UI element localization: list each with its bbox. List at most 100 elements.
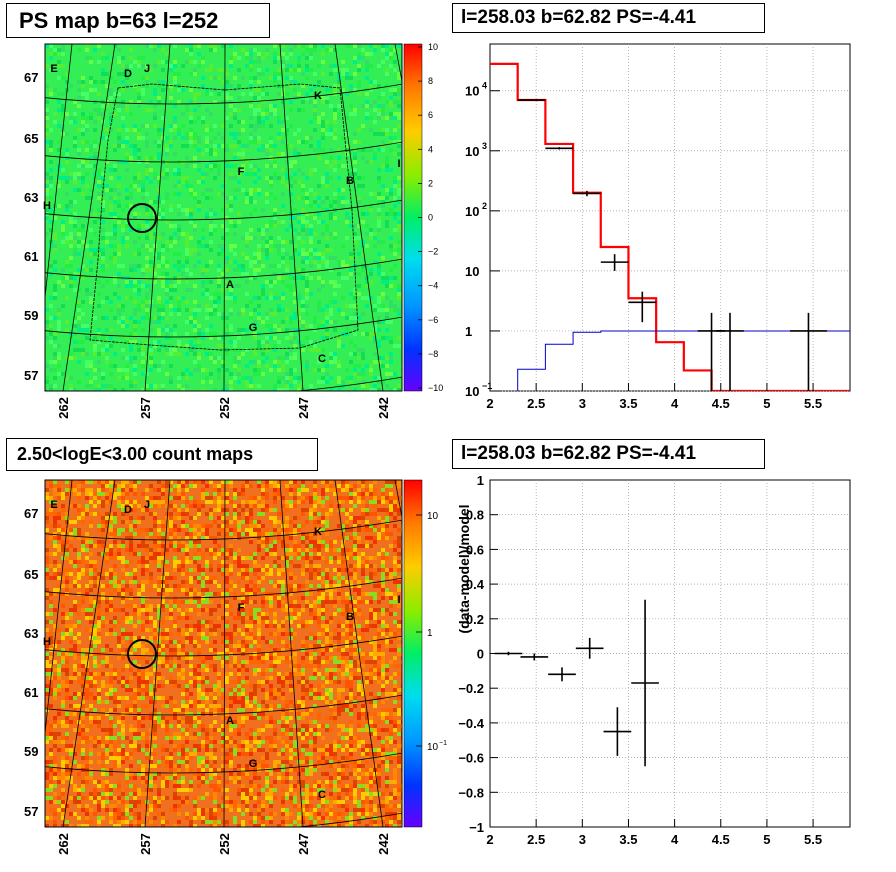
cm-pixel — [357, 580, 361, 584]
cm-pixel — [389, 576, 393, 580]
ps-pixel — [245, 192, 249, 196]
ps-pixel — [329, 164, 333, 168]
cm-pixel — [225, 632, 229, 636]
ps-pixel — [289, 316, 293, 320]
ps-pixel — [209, 44, 213, 48]
ps-pixel — [97, 92, 101, 96]
ps-pixel — [61, 112, 65, 116]
ps-pixel — [353, 312, 357, 316]
cm-pixel — [321, 544, 325, 548]
cm-pixel — [389, 508, 393, 512]
ps-pixel — [73, 288, 77, 292]
ps-pixel — [293, 172, 297, 176]
ps-pixel — [357, 56, 361, 60]
cm-pixel — [309, 612, 313, 616]
ps-pixel — [305, 368, 309, 372]
ps-pixel — [121, 104, 125, 108]
ps-pixel — [145, 256, 149, 260]
ps-pixel — [161, 316, 165, 320]
ps-pixel — [65, 152, 69, 156]
ps-pixel — [253, 336, 257, 340]
ps-pixel — [181, 296, 185, 300]
ps-pixel — [45, 364, 49, 368]
ps-pixel — [201, 272, 205, 276]
ps-pixel — [97, 384, 101, 388]
ps-pixel — [213, 308, 217, 312]
ps-pixel — [373, 376, 377, 380]
ps-pixel — [369, 44, 373, 48]
cm-pixel — [193, 568, 197, 572]
ps-pixel — [285, 264, 289, 268]
ps-pixel — [349, 340, 353, 344]
ps-pixel — [369, 160, 373, 164]
ps-pixel — [213, 332, 217, 336]
ps-pixel — [45, 128, 49, 132]
cm-pixel — [57, 512, 61, 516]
ps-pixel — [381, 104, 385, 108]
cm-pixel — [261, 556, 265, 560]
ps-colorbar-tick-label: 0 — [428, 213, 433, 223]
cm-pixel — [349, 632, 353, 636]
ps-pixel — [357, 364, 361, 368]
cm-pixel — [105, 520, 109, 524]
ps-pixel — [45, 84, 49, 88]
cm-pixel — [77, 560, 81, 564]
cm-pixel — [245, 520, 249, 524]
ps-pixel — [313, 104, 317, 108]
ps-pixel — [161, 256, 165, 260]
cm-pixel — [373, 528, 377, 532]
ps-pixel — [309, 120, 313, 124]
cm-pixel — [373, 572, 377, 576]
cm-pixel — [117, 592, 121, 596]
ps-pixel — [229, 132, 233, 136]
cm-pixel — [109, 632, 113, 636]
ps-pixel — [193, 320, 197, 324]
cm-pixel — [77, 568, 81, 572]
ps-pixel — [177, 280, 181, 284]
cm-pixel — [137, 528, 141, 532]
cm-pixel — [301, 480, 305, 484]
ps-pixel — [125, 320, 129, 324]
cm-pixel — [81, 600, 85, 604]
ps-pixel — [45, 124, 49, 128]
ps-ytick-label: 61 — [24, 249, 38, 264]
ps-pixel — [93, 88, 97, 92]
ps-pixel — [361, 220, 365, 224]
ps-pixel — [161, 68, 165, 72]
cm-pixel — [241, 500, 245, 504]
ps-pixel — [313, 48, 317, 52]
cm-pixel — [97, 480, 101, 484]
cm-pixel — [389, 496, 393, 500]
ps-pixel — [313, 148, 317, 152]
ps-pixel — [357, 372, 361, 376]
ps-pixel — [361, 368, 365, 372]
cm-pixel — [297, 488, 301, 492]
cm-pixel — [89, 544, 93, 548]
cm-pixel — [169, 516, 173, 520]
ps-pixel — [309, 168, 313, 172]
cm-pixel — [165, 496, 169, 500]
cm-pixel — [281, 580, 285, 584]
cm-pixel — [185, 512, 189, 516]
cm-pixel — [377, 600, 381, 604]
ps-pixel — [345, 264, 349, 268]
cm-pixel — [293, 600, 297, 604]
ps-pixel — [177, 100, 181, 104]
cm-pixel — [177, 480, 181, 484]
cm-pixel — [121, 568, 125, 572]
cm-pixel — [105, 492, 109, 496]
cm-pixel — [345, 512, 349, 516]
ps-pixel — [105, 184, 109, 188]
ps-pixel — [109, 168, 113, 172]
cm-pixel — [205, 640, 209, 644]
cm-pixel — [193, 576, 197, 580]
ps-pixel — [165, 288, 169, 292]
cm-pixel — [305, 564, 309, 568]
cm-pixel — [389, 504, 393, 508]
ps-pixel — [177, 304, 181, 308]
cm-pixel — [261, 604, 265, 608]
cm-pixel — [65, 572, 69, 576]
ps-pixel — [389, 140, 393, 144]
ps-pixel — [341, 260, 345, 264]
ps-pixel — [133, 184, 137, 188]
